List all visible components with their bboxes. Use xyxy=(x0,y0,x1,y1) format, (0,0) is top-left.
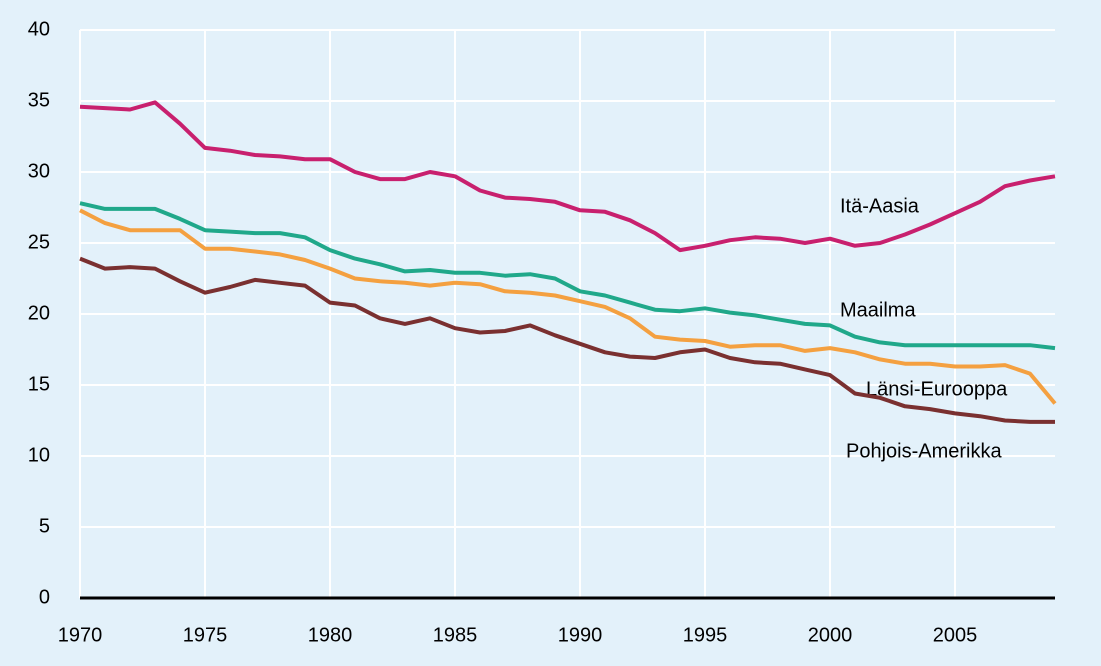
series-line xyxy=(79,256,1055,424)
series-line xyxy=(79,100,1056,253)
series-line xyxy=(79,201,1056,351)
series-label: Itä-Aasia xyxy=(840,195,920,217)
y-tick-label: 25 xyxy=(28,231,50,253)
y-tick-label: 20 xyxy=(28,302,50,324)
x-tick-label: 1970 xyxy=(58,624,103,646)
y-tick-label: 35 xyxy=(28,89,50,111)
x-tick-label: 1980 xyxy=(308,624,353,646)
y-tick-label: 5 xyxy=(39,515,50,537)
series-line xyxy=(79,208,1057,405)
y-tick-label: 15 xyxy=(28,373,50,395)
x-tick-label: 1995 xyxy=(683,624,728,646)
y-tick-label: 40 xyxy=(28,18,50,40)
x-tick-label: 2000 xyxy=(808,624,853,646)
y-tick-label: 30 xyxy=(28,160,50,182)
y-tick-label: 0 xyxy=(39,586,50,608)
x-tick-label: 1975 xyxy=(183,624,228,646)
y-tick-label: 10 xyxy=(28,444,50,466)
x-tick-label: 1985 xyxy=(433,624,478,646)
series-label: Länsi-Eurooppa xyxy=(866,378,1008,400)
series-label: Pohjois-Amerikka xyxy=(846,440,1002,462)
x-tick-label: 1990 xyxy=(558,624,603,646)
series-label: Maailma xyxy=(840,299,916,321)
x-tick-label: 2005 xyxy=(933,624,978,646)
